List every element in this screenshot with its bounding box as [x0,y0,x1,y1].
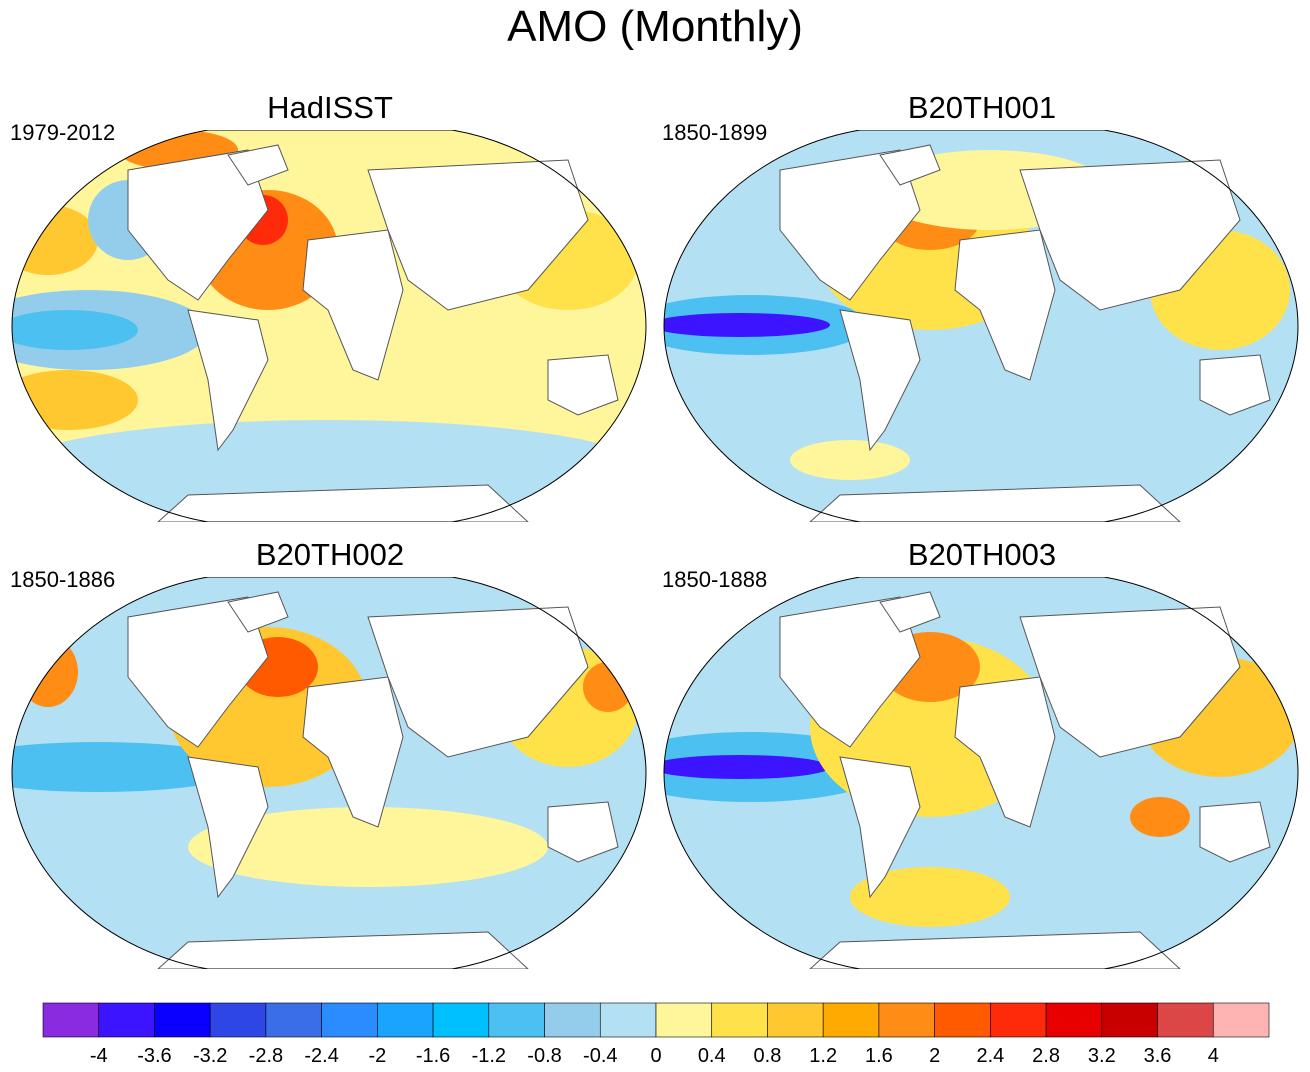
colorbar-swatch [321,1002,378,1038]
panel-period: 1850-1888 [662,567,768,592]
colorbar-tick-label: 1.6 [865,1045,893,1067]
colorbar-tick-label: -2.8 [248,1045,284,1067]
colorbar-swatch [711,1002,768,1038]
panel-title: B20TH002 [255,537,405,572]
colorbar-swatch [154,1002,211,1038]
colorbar-swatch [990,1002,1047,1038]
world-map [11,577,647,969]
map-panel-hadisst: HadISST 1979-2012 [8,90,652,536]
colorbar-tick-label: 3.6 [1143,1045,1172,1067]
colorbar-tick-label: -2.4 [304,1045,339,1067]
colorbar-swatch [599,1002,657,1038]
colorbar-tick-label: 1.2 [809,1045,838,1067]
colorbar-tick-label: -1.6 [415,1045,451,1067]
world-map [663,577,1299,969]
colorbar-swatch [42,1002,100,1038]
panel-period: 1850-1886 [10,567,116,592]
colorbar-tick-label: 0.8 [753,1045,782,1067]
figure-title: AMO (Monthly) [507,2,803,51]
colorbar-swatch [878,1002,935,1038]
panel-title: HadISST [267,90,393,125]
colorbar-swatch [432,1002,490,1038]
colorbar-tick-label: 3.2 [1087,1045,1116,1067]
colorbar-tick-label: -3.2 [192,1045,228,1067]
colorbar-swatch [1045,1002,1103,1038]
colorbar-tick-label: 2.4 [976,1045,1005,1067]
colorbar-swatch [488,1002,545,1038]
colorbar-tick-label: -2 [368,1045,387,1067]
world-map [11,130,647,522]
colorbar-tick-label: 2 [929,1045,941,1067]
colorbar-swatch [767,1002,824,1038]
map-panel-b20th003: B20TH003 1850-1888 [660,537,1304,983]
colorbar-swatch [1157,1002,1214,1038]
colorbar-tick-label: 4 [1207,1045,1219,1067]
colorbar-tick-label: -1.2 [471,1045,507,1067]
colorbar-swatch [1101,1002,1158,1038]
colorbar-swatch [655,1002,713,1038]
map-panel-b20th002: B20TH002 1850-1886 [8,537,652,983]
colorbar-tick-label: -0.8 [527,1045,562,1067]
colorbar-tick-label: -0.4 [583,1045,618,1067]
colorbar-tick-label: 2.8 [1032,1045,1060,1067]
colorbar-swatch [822,1002,880,1038]
colorbar-labels: -4 -3.6 -3.2 -2.8 -2.4 -2 -1.6 -1.2 -0.8 -0.4 0 0.4… [0,1045,1310,1071]
colorbar [42,1002,1270,1038]
colorbar-tick-label: -4 [89,1045,108,1067]
colorbar-tick-label: 0 [650,1045,662,1067]
colorbar-swatch [544,1002,601,1038]
colorbar-swatch [98,1002,155,1038]
colorbar-tick-label: 0.4 [697,1045,726,1067]
colorbar-tick-label: -3.6 [137,1045,172,1067]
colorbar-swatch [377,1002,434,1038]
colorbar-swatch [934,1002,991,1038]
panel-title: B20TH003 [907,537,1057,572]
panel-period: 1979-2012 [10,120,116,145]
colorbar-swatch [1212,1002,1270,1038]
colorbar-swatch [209,1002,267,1038]
colorbar-swatch [265,1002,322,1038]
panel-period: 1850-1899 [662,120,768,145]
panel-title: B20TH001 [907,90,1057,125]
map-panel-b20th001: B20TH001 1850-1899 [660,90,1304,536]
world-map [663,130,1299,522]
